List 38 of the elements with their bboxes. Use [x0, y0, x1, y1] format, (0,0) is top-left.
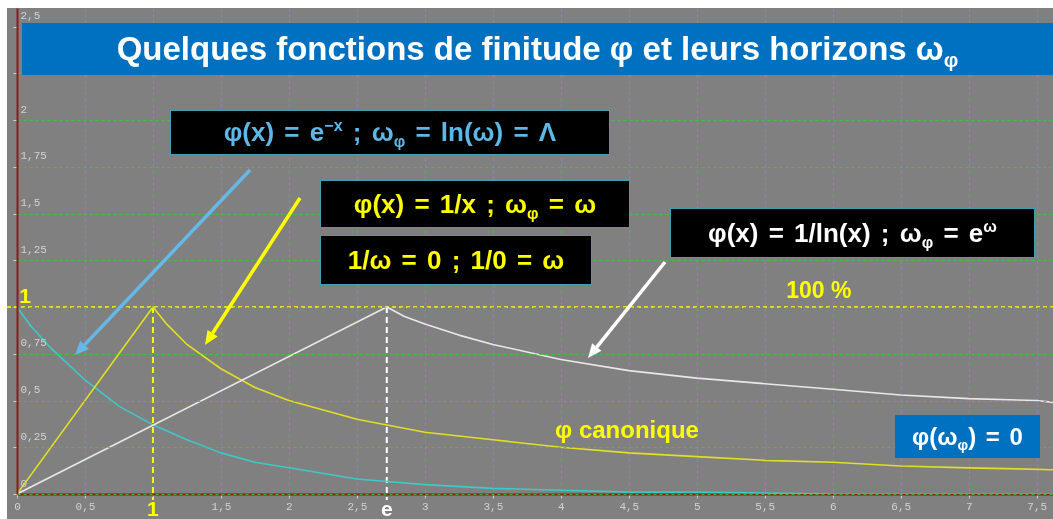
callout-box: φ(x) = 1/x ; ω$_{φ}$ = ω [320, 180, 630, 228]
y-tick-label: 1,25 [20, 243, 47, 256]
callout-box: 1/ω = 0 ; 1/0 = ω [320, 235, 592, 285]
title-banner: Quelques fonctions de finitude φ et leurs horizons ω$_{φ}$ [22, 23, 1053, 75]
x-tick-label: 6,5 [891, 500, 912, 513]
y-tick-label: 0,5 [20, 384, 41, 397]
x-tick-label: 4 [558, 500, 566, 513]
x-tick-label: 3 [422, 500, 429, 513]
x-tick-label: 6 [829, 500, 837, 513]
x-tick-label: 3,5 [483, 500, 504, 513]
x-tick-label: 2 [286, 500, 293, 513]
annotation: φ(x) = e$^{−x}$ ; ω$_{φ}$ = ln(ω) = Λ [223, 116, 557, 150]
annotation: 1/ω = 0 ; 1/0 = ω [347, 244, 565, 276]
y-tick-label: 0,25 [20, 430, 47, 443]
annotation: φ canonique [555, 416, 699, 444]
ref-line-label: e [380, 497, 393, 519]
callout-box: φ(x) = 1/ln(x) ; ω$_{φ}$ = e$^{ω}$ [670, 208, 1035, 258]
callout-box: φ(ω$_{φ}$) = 0 [895, 415, 1040, 458]
x-tick-label: 4,5 [619, 500, 640, 513]
x-tick-label: 1,5 [211, 500, 232, 513]
x-tick-label: 5,5 [755, 500, 776, 513]
y-tick-label: 2,5 [20, 10, 41, 23]
ref-line-label: 1 [147, 497, 160, 519]
x-tick-label: 7 [965, 500, 973, 513]
ref-line-label: 100 % [786, 277, 852, 304]
x-tick-label: 2,5 [347, 500, 368, 513]
annotation: φ(x) = 1/ln(x) ; ω$_{φ}$ = e$^{ω}$ [708, 216, 997, 251]
y-tick-label: 1,75 [20, 150, 47, 163]
annotation: φ(ω$_{φ}$) = 0 [912, 422, 1023, 453]
x-tick-label: 5 [693, 500, 701, 513]
annotation: φ(x) = 1/x ; ω$_{φ}$ = ω [353, 188, 597, 222]
annotation: 1 [19, 284, 31, 308]
y-tick-label: 1,5 [20, 197, 41, 210]
y-tick-label: 0,75 [20, 337, 47, 350]
x-tick-label: 7,5 [1027, 500, 1048, 513]
y-tick-label: 2 [20, 103, 28, 116]
x-tick-label: 0,5 [75, 500, 96, 513]
callout-box: φ(x) = e$^{−x}$ ; ω$_{φ}$ = ln(ω) = Λ [170, 110, 610, 155]
